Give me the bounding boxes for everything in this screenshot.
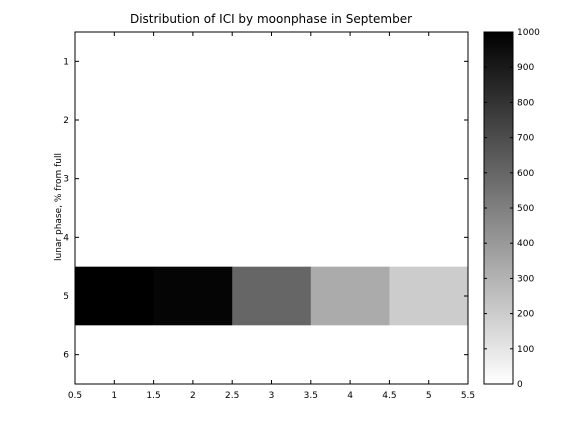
colorbar-tick-label: 100 [517, 345, 534, 355]
heatmap-cell [75, 208, 155, 268]
heatmap-cell [389, 266, 469, 326]
y-tick-label: 3 [63, 175, 69, 185]
colorbar-tick-label: 900 [517, 63, 534, 73]
colorbar-tick-label: 700 [517, 134, 534, 144]
colorbar-tick-label: 1000 [517, 28, 540, 38]
y-tick-label: 1 [63, 57, 69, 67]
heatmap-cell [153, 90, 233, 150]
colorbar-tick-label: 400 [517, 239, 534, 249]
heatmap-cell [389, 90, 469, 150]
heatmap-cell [389, 208, 469, 268]
heatmap-cell [75, 90, 155, 150]
colorbar-tick-label: 0 [517, 380, 523, 390]
y-tick-label: 5 [63, 292, 69, 302]
heatmap-cell [389, 149, 469, 209]
heatmap-cell [153, 266, 233, 326]
heatmap-cell [75, 325, 155, 385]
y-axis-label: lunar phase, % from full [54, 153, 64, 261]
heatmap-cell [153, 149, 233, 209]
heatmap-cell [153, 325, 233, 385]
heatmap-cell [232, 90, 312, 150]
colorbar-tick-label: 800 [517, 98, 534, 108]
x-tick-label: 4 [347, 391, 353, 401]
heatmap-cell [310, 149, 390, 209]
heatmap-cell [310, 208, 390, 268]
x-tick-label: 3 [269, 391, 275, 401]
heatmap-cell [310, 32, 390, 92]
x-tick-label: 2.5 [225, 391, 239, 401]
x-tick-label: 2 [190, 391, 196, 401]
heatmap-cell [232, 149, 312, 209]
heatmap-cell [310, 325, 390, 385]
heatmap-cell [389, 325, 469, 385]
plot-area: 0.5 1 1.5 2 2.5 3 3.5 4 4.5 5 5.5 1 2 3 4 5 6 [63, 31, 475, 401]
heatmap-cell [153, 208, 233, 268]
colorbar-tick-label: 600 [517, 169, 534, 179]
colorbar: 0 100 200 300 400 500 600 700 800 900 1000 [483, 28, 540, 390]
colorbar-tick-label: 200 [517, 310, 534, 320]
y-tick-label: 4 [63, 233, 69, 243]
heatmap-cell [75, 266, 155, 326]
x-tick-label: 3.5 [304, 391, 318, 401]
heatmap-cell [310, 90, 390, 150]
x-tick-label: 4.5 [382, 391, 396, 401]
y-tick-label: 6 [63, 351, 69, 361]
heatmap-cell [389, 32, 469, 92]
heatmap-cell [232, 266, 312, 326]
colorbar-tick-label: 500 [517, 204, 534, 214]
chart-title: Distribution of ICI by moonphase in Sept… [130, 12, 412, 26]
y-tick-label: 2 [63, 116, 69, 126]
heatmap-cell [232, 32, 312, 92]
heatmap-cell [310, 266, 390, 326]
x-tick-label: 1.5 [146, 391, 160, 401]
colorbar-gradient [484, 32, 513, 384]
x-tick-label: 5 [426, 391, 432, 401]
colorbar-tick-label: 300 [517, 274, 534, 284]
heatmap-cell [75, 149, 155, 209]
x-tick-label: 0.5 [68, 391, 82, 401]
heatmap-cell [232, 325, 312, 385]
heatmap-cell [75, 32, 155, 92]
heatmap-cell [153, 32, 233, 92]
heatmap-cell [232, 208, 312, 268]
x-tick-label: 1 [111, 391, 117, 401]
x-tick-label: 5.5 [461, 391, 475, 401]
